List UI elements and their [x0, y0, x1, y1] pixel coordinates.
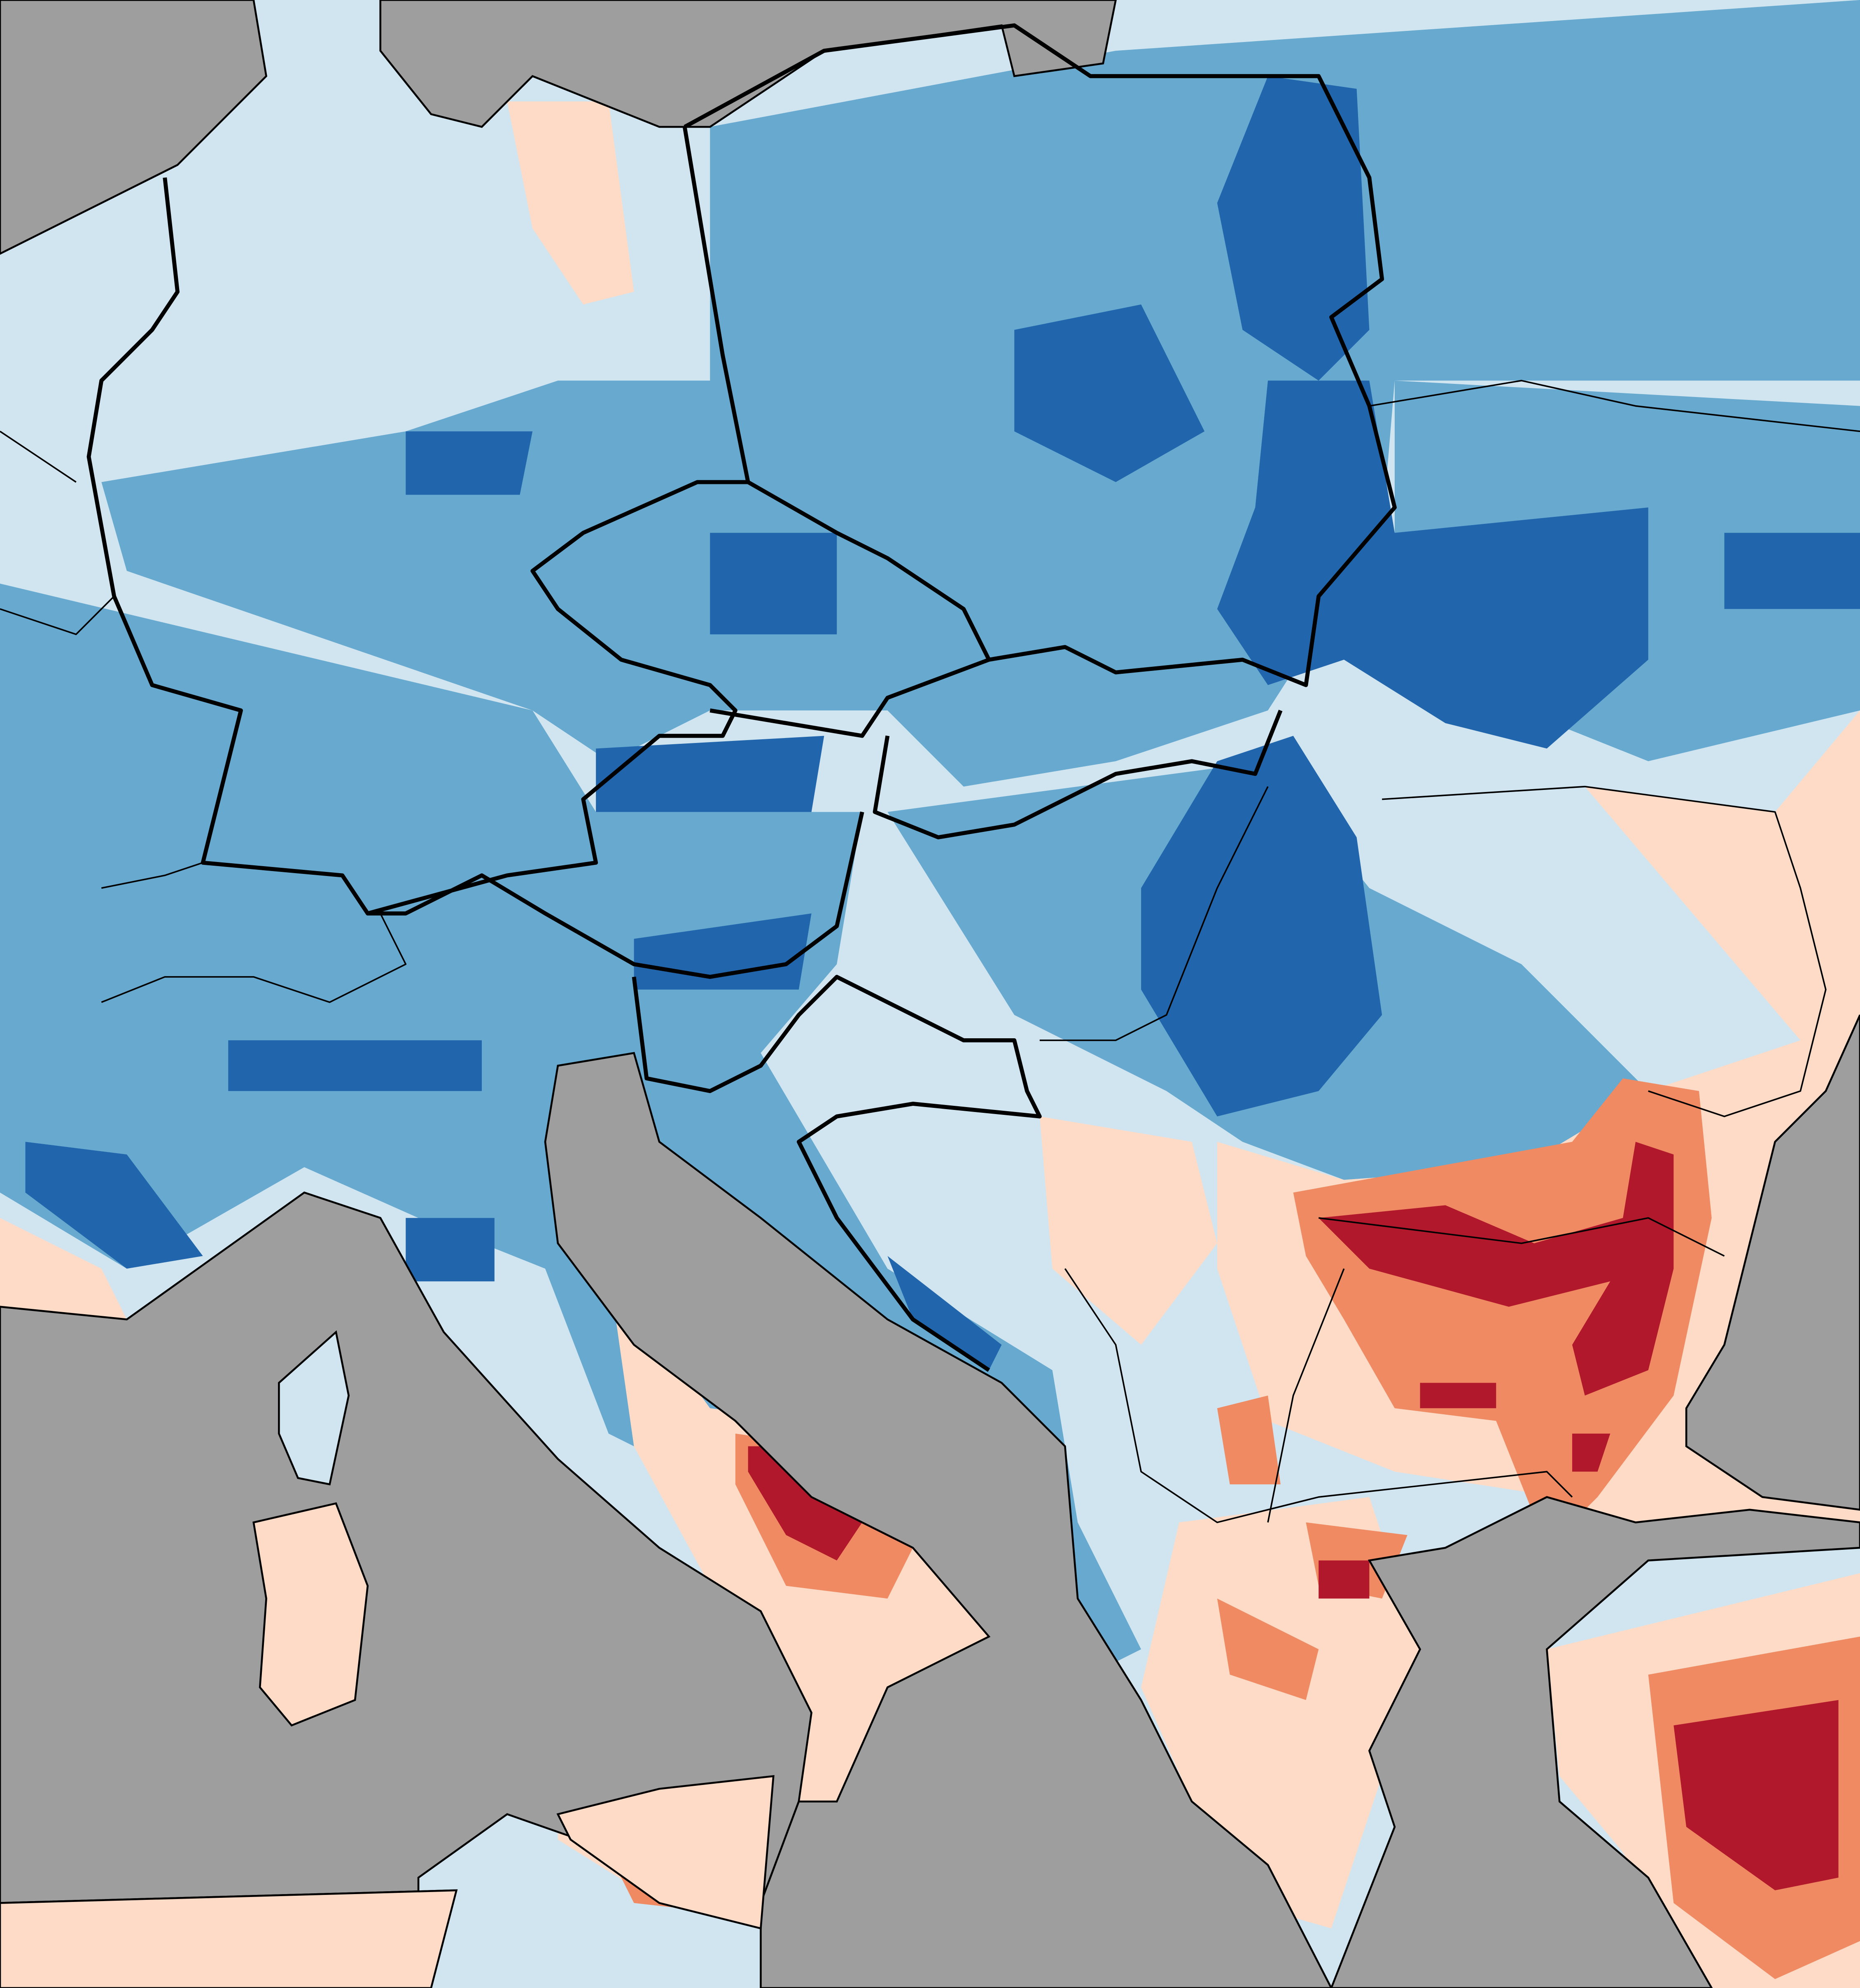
islands [0, 1330, 775, 1988]
very-dry-regions [646, 1142, 1839, 1903]
very-wet-regions [25, 76, 1860, 1370]
country-borders [0, 23, 1860, 1523]
